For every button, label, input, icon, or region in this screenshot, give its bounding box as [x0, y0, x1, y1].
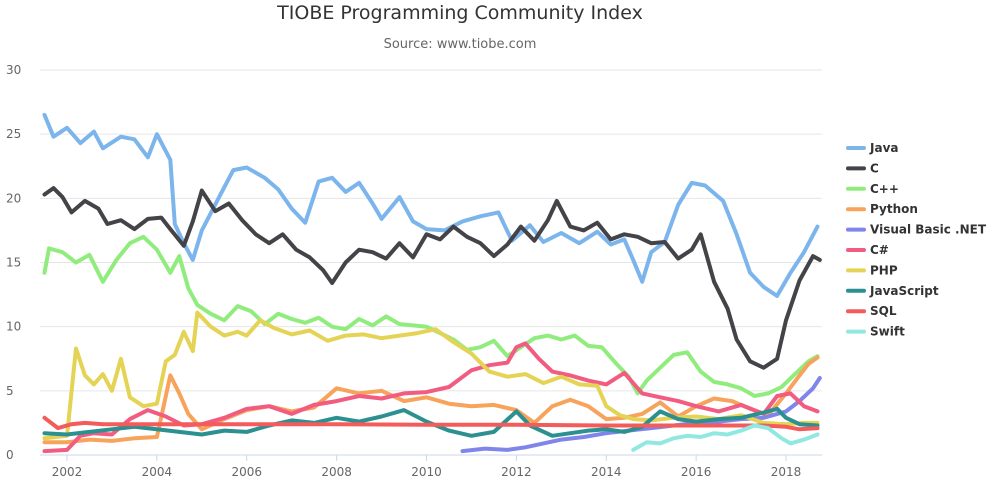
legend-item-javascript[interactable]: JavaScript: [846, 284, 939, 298]
legend-item-swift[interactable]: Swift: [846, 325, 905, 339]
chart-title: TIOBE Programming Community Index: [277, 2, 643, 24]
legend-label: Visual Basic .NET: [870, 223, 987, 237]
x-tick-label: 2016: [681, 465, 712, 479]
y-tick-label: 10: [6, 320, 21, 334]
x-axis: 2002 2004 2006 2008 2010 2012 2014 2016 2018: [52, 455, 802, 479]
x-tick-label: 2008: [321, 465, 352, 479]
legend-item-visual-basic-net[interactable]: Visual Basic .NET: [846, 223, 987, 237]
x-tick-label: 2006: [231, 465, 262, 479]
series-line-sql: [42, 415, 820, 432]
legend-label: C++: [870, 182, 899, 196]
legend-item-c[interactable]: C#: [846, 243, 889, 257]
legend-label: Python: [870, 202, 918, 216]
series-line-java: [42, 112, 820, 298]
x-tick-label: 2014: [591, 465, 622, 479]
x-tick-label: 2018: [771, 465, 802, 479]
legend-label: JavaScript: [869, 284, 939, 298]
legend-label: C: [870, 161, 879, 175]
y-tick-label: 5: [6, 384, 14, 398]
legend-label: PHP: [870, 263, 898, 277]
legend-item-c[interactable]: C++: [846, 182, 899, 196]
legend-item-sql[interactable]: SQL: [846, 304, 897, 318]
legend-label: SQL: [870, 304, 897, 318]
series-line-c: [42, 341, 820, 454]
series-line-python: [42, 355, 820, 445]
y-tick-label: 15: [6, 256, 21, 270]
y-tick-label: 25: [6, 127, 21, 141]
x-tick-label: 2012: [501, 465, 532, 479]
legend-item-c[interactable]: C: [846, 161, 879, 175]
y-tick-label: 30: [6, 63, 21, 77]
x-tick-label: 2004: [142, 465, 173, 479]
x-tick-label: 2002: [52, 465, 83, 479]
y-tick-label: 0: [6, 448, 14, 462]
series-lines: [42, 112, 822, 454]
legend-item-php[interactable]: PHP: [846, 263, 898, 277]
series-line-c: [42, 234, 820, 398]
series-line-javascript: [42, 406, 820, 438]
grid: [40, 69, 822, 456]
legend-item-java[interactable]: Java: [846, 141, 898, 155]
series-line-swift: [631, 423, 820, 452]
legend[interactable]: Java C C++ Python Visual Basic .NET C# PHP Java…: [846, 141, 987, 339]
series-line-php: [42, 310, 820, 441]
series-line-c: [42, 186, 822, 370]
x-tick-label: 2010: [411, 465, 442, 479]
series-line-visual-basic-net: [460, 376, 822, 454]
chart-subtitle: Source: www.tiobe.com: [383, 37, 537, 52]
legend-label: Java: [869, 141, 898, 155]
y-axis: 0 5 10 15 20 25 30: [6, 63, 21, 462]
legend-label: Swift: [870, 325, 905, 339]
legend-label: C#: [870, 243, 889, 257]
legend-item-python[interactable]: Python: [846, 202, 918, 216]
y-tick-label: 20: [6, 191, 21, 205]
